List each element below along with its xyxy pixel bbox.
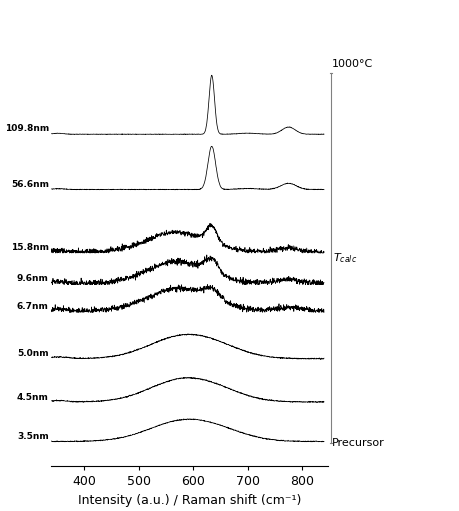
Text: 1000°C: 1000°C <box>332 59 374 69</box>
Text: 4.5nm: 4.5nm <box>17 393 49 402</box>
Text: 56.6nm: 56.6nm <box>11 179 49 189</box>
Text: Precursor: Precursor <box>332 437 385 448</box>
X-axis label: Intensity (a.u.) / Raman shift (cm⁻¹): Intensity (a.u.) / Raman shift (cm⁻¹) <box>78 494 301 507</box>
Text: 15.8nm: 15.8nm <box>11 243 49 252</box>
Text: 5.0nm: 5.0nm <box>17 350 49 358</box>
Text: $T_{calc}$: $T_{calc}$ <box>333 251 358 265</box>
Text: 3.5nm: 3.5nm <box>17 432 49 442</box>
Text: 6.7nm: 6.7nm <box>17 302 49 311</box>
Text: 9.6nm: 9.6nm <box>17 274 49 284</box>
Text: 109.8nm: 109.8nm <box>5 124 49 133</box>
